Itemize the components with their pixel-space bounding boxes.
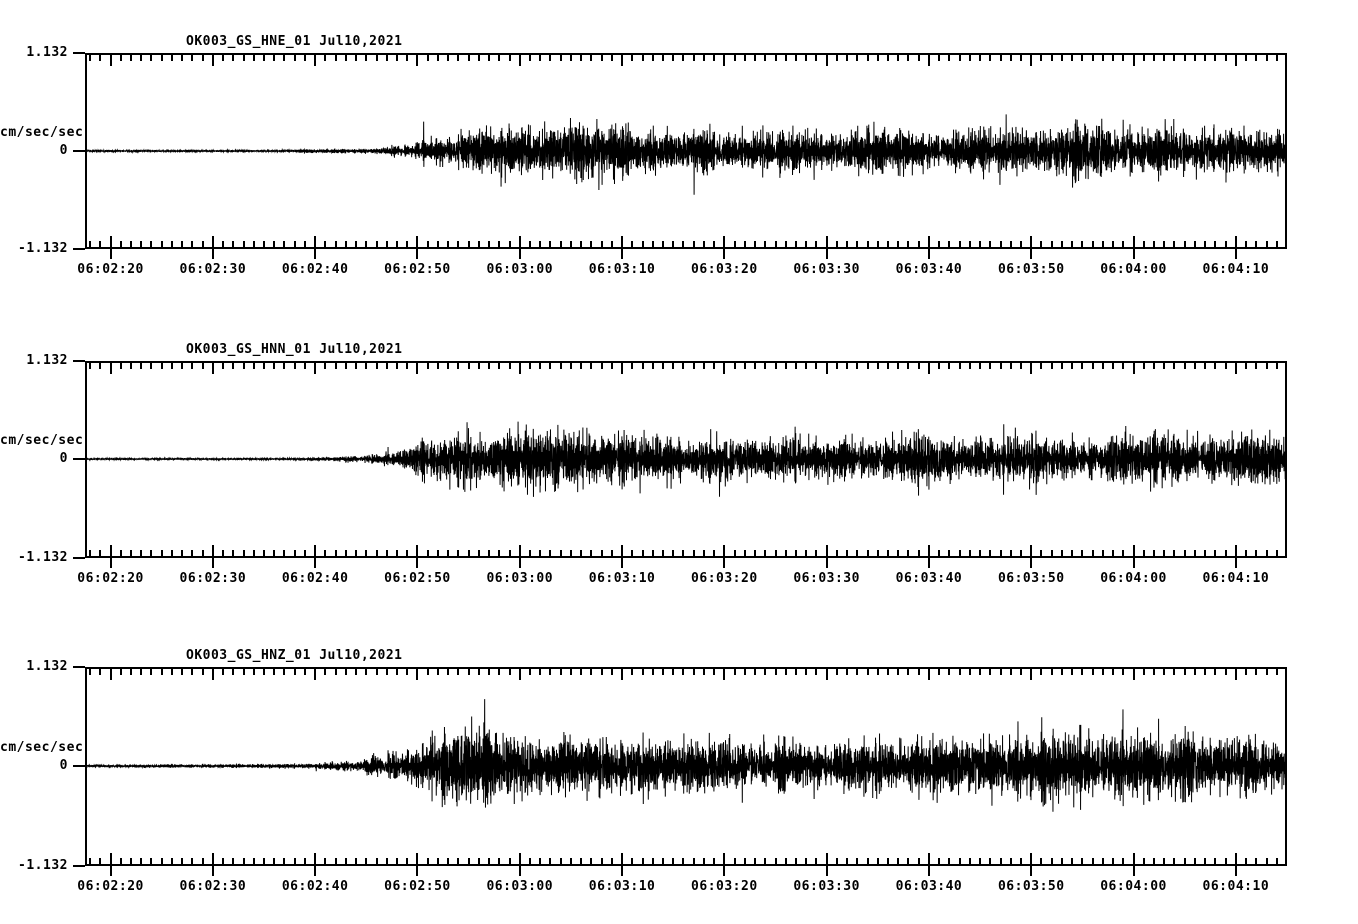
- panel-hnz-xtick-label: 06:02:20: [77, 879, 144, 894]
- panel-hnn-xtick-label: 06:03:20: [691, 571, 758, 586]
- panel-hnz-xtick-label: 06:03:40: [895, 879, 963, 894]
- panel-hnz-title: OK003_GS_HNZ_01 Jul10,2021: [186, 648, 403, 663]
- panel-hnz-xtick-label: 06:04:00: [1100, 879, 1167, 894]
- panel-hnn-xtick-label: 06:03:30: [793, 571, 860, 586]
- panel-hne-xtick-label: 06:03:10: [588, 262, 656, 277]
- panel-hne-xtick-label: 06:02:20: [77, 262, 144, 277]
- panel-hnn-xtick-label: 06:03:00: [486, 571, 554, 586]
- panel-hnz-ytick-2: [73, 865, 85, 867]
- panel-hnz-ytick-1: [73, 765, 85, 767]
- panel-hnz-trace: [86, 699, 1286, 812]
- panel-hnz-xtick-label: 06:04:10: [1202, 879, 1270, 894]
- panel-hne-tick-marks: [89, 54, 1278, 259]
- panel-hnn-xtick-label: 06:04:00: [1100, 571, 1167, 586]
- panel-hnz-plot-box: [85, 667, 1287, 866]
- panel-hnz-tick-marks: [89, 668, 1278, 876]
- panel-hnz-xtick-label: 06:03:00: [486, 879, 554, 894]
- panel-hne-yaxis-unit-label: cm/sec/sec: [0, 125, 84, 140]
- panel-hnn-yaxis-unit-label: cm/sec/sec: [0, 433, 84, 448]
- panel-hne-ymid-label: 0: [59, 143, 68, 158]
- panel-hnz-xtick-label: 06:03:10: [588, 879, 656, 894]
- panel-hnz-ymin-label: -1.132: [18, 858, 68, 873]
- panel-hnn-xtick-label: 06:04:10: [1202, 571, 1270, 586]
- panel-hne-plot-box: [85, 53, 1287, 249]
- panel-hne-ytick-2: [73, 248, 85, 250]
- panel-hnn-xtick-label: 06:03:40: [895, 571, 963, 586]
- panel-hnn-title: OK003_GS_HNN_01 Jul10,2021: [186, 342, 403, 357]
- panel-hnn-trace: [86, 421, 1286, 497]
- panel-hnn-xtick-label: 06:03:10: [588, 571, 656, 586]
- panel-hnn-xtick-label: 06:02:40: [281, 571, 349, 586]
- panel-hnn-ytick-2: [73, 557, 85, 559]
- panel-hne-xtick-label: 06:03:00: [486, 262, 554, 277]
- panel-hnz-xtick-label: 06:03:30: [793, 879, 860, 894]
- panel-hne-xtick-label: 06:04:10: [1202, 262, 1270, 277]
- panel-hnn-ymax-label: 1.132: [26, 353, 68, 368]
- panel-hne-ytick-1: [73, 150, 85, 152]
- panel-hne-xtick-label: 06:02:40: [281, 262, 349, 277]
- panel-hnn-tick-marks: [89, 362, 1278, 568]
- panel-hnz-xtick-label: 06:02:40: [281, 879, 349, 894]
- panel-hnn-ymin-label: -1.132: [18, 550, 68, 565]
- panel-hnn-xtick-label: 06:02:30: [179, 571, 247, 586]
- panel-hnn-plot-box: [85, 361, 1287, 558]
- panel-hne-xtick-label: 06:03:20: [691, 262, 758, 277]
- panel-hnn-xtick-label: 06:03:50: [997, 571, 1065, 586]
- panel-hne-xtick-label: 06:04:00: [1100, 262, 1167, 277]
- panel-hnz-xtick-label: 06:03:20: [691, 879, 758, 894]
- panel-hnn-xtick-label: 06:02:20: [77, 571, 144, 586]
- panel-hne-title: OK003_GS_HNE_01 Jul10,2021: [186, 34, 403, 49]
- panel-hnz-yaxis-unit-label: cm/sec/sec: [0, 740, 84, 755]
- panel-hnz-ymid-label: 0: [59, 758, 68, 773]
- panel-hnz-xtick-label: 06:02:50: [384, 879, 451, 894]
- panel-hnn-ytick-0: [73, 360, 85, 362]
- panel-hnz-ytick-0: [73, 666, 85, 668]
- panel-hne-trace: [86, 114, 1286, 195]
- panel-hne-ymax-label: 1.132: [26, 45, 68, 60]
- panel-hne-xtick-label: 06:02:50: [384, 262, 451, 277]
- panel-hnz-xtick-label: 06:02:30: [179, 879, 247, 894]
- panel-hnn-ymid-label: 0: [59, 451, 68, 466]
- panel-hne-xtick-label: 06:03:40: [895, 262, 963, 277]
- panel-hne-ymin-label: -1.132: [18, 241, 68, 256]
- panel-hne-xtick-label: 06:03:30: [793, 262, 860, 277]
- panel-hne-xtick-label: 06:02:30: [179, 262, 247, 277]
- panel-hnn-xtick-label: 06:02:50: [384, 571, 451, 586]
- panel-hne-xtick-label: 06:03:50: [997, 262, 1065, 277]
- panel-hnz-xtick-label: 06:03:50: [997, 879, 1065, 894]
- panel-hnz-ymax-label: 1.132: [26, 659, 68, 674]
- panel-hne-ytick-0: [73, 52, 85, 54]
- panel-hnn-ytick-1: [73, 458, 85, 460]
